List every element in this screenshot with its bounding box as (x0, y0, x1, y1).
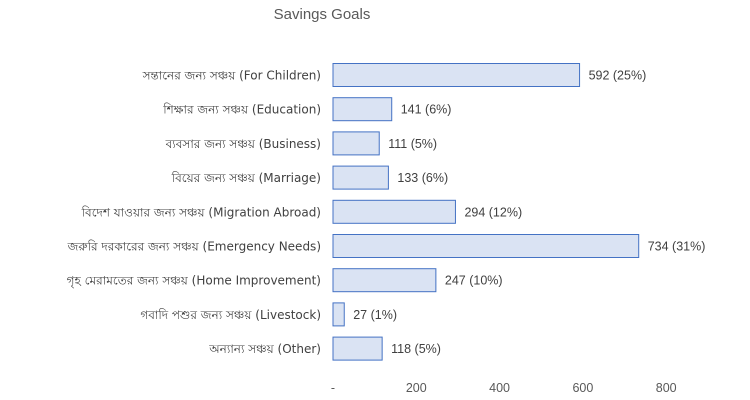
data-label: 118 (5%) (391, 342, 441, 356)
bar (332, 63, 581, 87)
data-label: 247 (10%) (445, 274, 503, 288)
data-labels: 592 (25%) 141 (6%) 111 (5%) 133 (6%) 294 (12… (353, 69, 705, 357)
data-label: 294 (12%) (464, 205, 522, 219)
category-label: অন্যান্য সঞ্চয় (Other) (208, 342, 321, 356)
x-tick-label: 400 (489, 381, 510, 395)
chart-title: Savings Goals (274, 6, 371, 23)
x-tick-label: 800 (656, 381, 677, 395)
category-label: গবাদি পশুর জন্য সঞ্চয় (Livestock) (140, 308, 321, 322)
bar (332, 199, 456, 224)
data-label: 133 (6%) (397, 171, 448, 185)
data-label: 141 (6%) (401, 103, 452, 117)
category-label: শিক্ষার জন্য সঞ্চয় (Education) (162, 103, 321, 117)
category-label: গৃহ মেরামতের জন্য সঞ্চয় (Home Improveme… (67, 274, 321, 289)
x-tick-label: - (331, 381, 335, 395)
category-labels: সন্তানের জন্য সঞ্চয় (For Children) শিক্ষ… (67, 69, 321, 357)
bar (332, 336, 383, 361)
category-label: বিদেশ যাওয়ার জন্য সঞ্চয় (Migration Abr… (81, 205, 321, 219)
data-label: 27 (1%) (353, 308, 397, 322)
category-label: জরুরি দরকারের জন্য সঞ্চয় (Emergency Nee… (67, 240, 321, 254)
category-label: বিয়ের জন্য সঞ্চয় (Marriage) (171, 171, 321, 185)
bar (332, 165, 389, 190)
bar (332, 268, 437, 293)
data-label: 592 (25%) (589, 69, 647, 83)
bar (332, 131, 380, 156)
bar (332, 302, 345, 327)
data-label: 734 (31%) (648, 240, 706, 254)
category-label: ব্যবসার জন্য সঞ্চয় (Business) (165, 137, 321, 151)
x-tick-label: 600 (572, 381, 593, 395)
x-tick-label: 200 (406, 381, 427, 395)
category-label: সন্তানের জন্য সঞ্চয় (For Children) (142, 69, 321, 83)
bar (332, 97, 393, 122)
x-axis-tick-labels: - 200 400 600 800 (331, 381, 677, 395)
bars-layer (332, 63, 640, 361)
bar (332, 234, 640, 258)
data-label: 111 (5%) (388, 137, 437, 151)
